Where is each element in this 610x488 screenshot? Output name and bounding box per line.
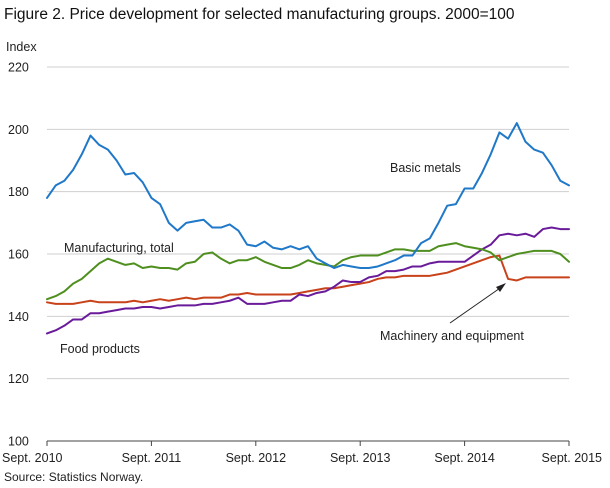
series-line-basic-metals	[46, 122, 570, 270]
axes: 100 120 140 160 180 200 220 Sept. 2010 Sept. 201…	[2, 61, 602, 466]
y-tick-label: 160	[8, 248, 29, 262]
figure-source: Source: Statistics Norway.	[4, 470, 144, 484]
y-tick-label: 220	[8, 61, 29, 75]
y-tick-label: 140	[8, 310, 29, 324]
series-line-machinery-and-equipment	[46, 254, 570, 305]
series-annotations: Basic metals Manufacturing, total Food pro…	[60, 161, 524, 356]
y-axis-label: Index	[6, 40, 37, 54]
y-tick-label: 180	[8, 185, 29, 199]
annotation-arrow-head	[496, 283, 506, 292]
series-line-manufacturing-total	[46, 242, 570, 301]
annotation-basic-metals: Basic metals	[390, 161, 461, 175]
x-tick-label: Sept. 2012	[226, 451, 287, 465]
annotation-arrow-line	[449, 285, 504, 324]
figure-title: Figure 2. Price development for selected…	[4, 6, 515, 23]
x-tick-label: Sept. 2011	[122, 451, 182, 465]
series-lines	[46, 122, 570, 335]
x-tick-label: Sept. 2015	[542, 451, 603, 465]
annotation-machinery-and-equipment: Machinery and equipment	[380, 329, 524, 343]
annotation-manufacturing-total: Manufacturing, total	[64, 241, 174, 255]
y-tick-label: 200	[8, 123, 29, 137]
gridlines	[47, 66, 569, 380]
x-tick-label: Sept. 2010	[2, 451, 63, 465]
x-tick-label: Sept. 2014	[434, 451, 495, 465]
y-tick-label: 120	[8, 372, 29, 386]
annotation-food-products: Food products	[60, 342, 140, 356]
y-tick-label: 100	[8, 435, 29, 449]
x-tick-label: Sept. 2013	[330, 451, 391, 465]
